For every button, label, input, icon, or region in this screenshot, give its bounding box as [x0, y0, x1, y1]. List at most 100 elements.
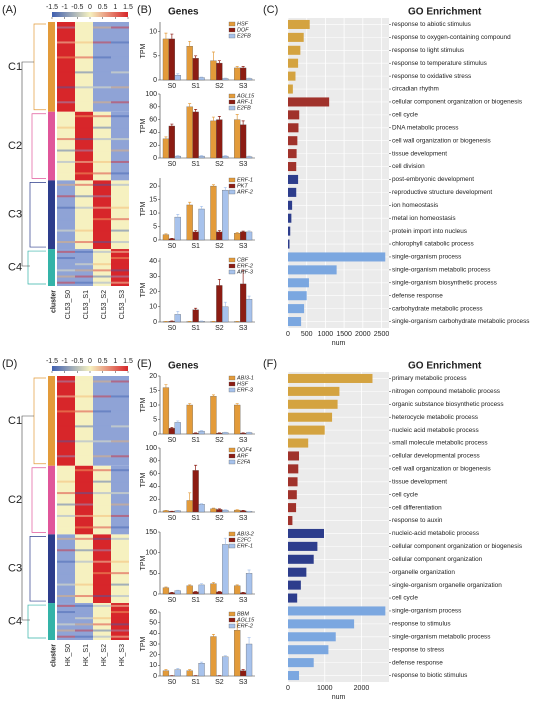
- column-label: HK_S2: [101, 644, 108, 666]
- x-tick-label: S2: [215, 437, 224, 444]
- x-tick-label: 1000: [317, 685, 333, 692]
- error-bar: [176, 420, 180, 423]
- heat-row: [75, 469, 93, 472]
- heat-row: [111, 572, 129, 575]
- bar: [186, 46, 193, 81]
- y-tick-label: 0: [153, 155, 157, 162]
- heat-row: [75, 195, 93, 198]
- error-bar: [200, 503, 204, 505]
- heat-row: [111, 275, 129, 278]
- x-tick-label: S1: [191, 515, 200, 522]
- bar: [234, 585, 241, 595]
- y-axis-label: TPM: [140, 282, 147, 297]
- heat-row: [57, 425, 75, 428]
- x-tick-label: S2: [215, 515, 224, 522]
- dendrogram: [27, 604, 46, 639]
- category-label: chlorophyll catabolic process: [392, 241, 474, 248]
- error-bar: [223, 187, 227, 191]
- error-bar: [164, 669, 168, 671]
- y-tick-label: 40: [149, 258, 157, 265]
- x-tick-label: S0: [168, 515, 177, 522]
- heat-row: [57, 595, 75, 598]
- bar: [162, 38, 170, 81]
- bar: [240, 283, 247, 323]
- heat-row: [75, 526, 93, 529]
- y-tick-label: 20: [149, 496, 157, 503]
- heat-row: [57, 480, 75, 483]
- bar: [288, 567, 307, 577]
- bar: [288, 252, 386, 262]
- heat-row: [75, 635, 93, 638]
- heat-row: [93, 455, 111, 458]
- heat-row: [93, 71, 111, 74]
- bar: [222, 78, 229, 81]
- error-bar: [164, 586, 168, 588]
- error-bar: [217, 116, 221, 120]
- bar: [288, 658, 314, 668]
- heat-row: [57, 629, 75, 632]
- cluster-strip: [48, 249, 55, 286]
- heat-row: [75, 281, 93, 284]
- legend-label: E2FA: [237, 459, 251, 465]
- y-tick-label: 30: [149, 641, 157, 648]
- error-bar: [164, 32, 168, 39]
- category-label: tissue development: [392, 478, 447, 485]
- x-tick-label: S3: [239, 325, 248, 332]
- y-tick-label: 60: [149, 609, 157, 616]
- heat-row: [75, 629, 93, 632]
- x-tick-label: S1: [191, 679, 200, 686]
- legend-swatch: [228, 93, 236, 99]
- bar: [240, 510, 247, 513]
- bar: [210, 60, 217, 81]
- bar: [174, 669, 181, 677]
- legend-swatch: [228, 531, 236, 537]
- heat-row: [57, 583, 75, 586]
- legend-label: DOF: [237, 27, 249, 33]
- heat-row: [93, 395, 111, 398]
- heat-row: [57, 250, 75, 253]
- bar: [198, 155, 205, 159]
- heat-row: [75, 160, 93, 163]
- category-label: cell wall organization or biogenesis: [392, 137, 491, 144]
- category-label: response to oxygen-containing compound: [392, 34, 511, 41]
- heat-row: [57, 172, 75, 175]
- heat-row: [75, 26, 93, 29]
- heat-row: [75, 71, 93, 74]
- bar: [216, 591, 223, 595]
- heat-row: [111, 425, 129, 428]
- heat-row: [111, 71, 129, 74]
- bar: [174, 422, 181, 435]
- x-tick-label: S3: [239, 597, 248, 604]
- y-tick-label: 50: [149, 620, 157, 627]
- heat-row: [57, 469, 75, 472]
- bar: [288, 32, 304, 42]
- heat-row: [75, 617, 93, 620]
- heat-row: [93, 469, 111, 472]
- x-tick-label: 1000: [318, 331, 334, 338]
- bar: [288, 136, 298, 146]
- category-label: single-organism biosynthetic process: [392, 279, 497, 286]
- bar: [222, 544, 229, 595]
- heat-row: [111, 440, 129, 443]
- bar: [288, 373, 373, 383]
- y-tick-label: 80: [149, 104, 157, 111]
- bar: [288, 412, 333, 422]
- bar: [234, 509, 241, 513]
- heat-row: [111, 537, 129, 540]
- bar: [186, 670, 193, 677]
- plot-background: [288, 18, 389, 328]
- category-label: nucleic-acid metabolic process: [392, 530, 479, 537]
- heat-row: [111, 257, 129, 260]
- bar: [174, 510, 181, 513]
- column-label: HK_S1: [83, 644, 90, 666]
- cluster-label: C1: [8, 415, 22, 427]
- category-label: tissue development: [392, 150, 447, 157]
- heat-block: [93, 22, 111, 112]
- heat-row: [93, 492, 111, 495]
- legend-swatch: [228, 537, 236, 543]
- bar: [245, 231, 253, 241]
- heat-row: [111, 56, 129, 59]
- bar: [288, 174, 299, 184]
- y-tick-label: 20: [149, 373, 157, 380]
- legend-label: ERF-1: [237, 177, 253, 183]
